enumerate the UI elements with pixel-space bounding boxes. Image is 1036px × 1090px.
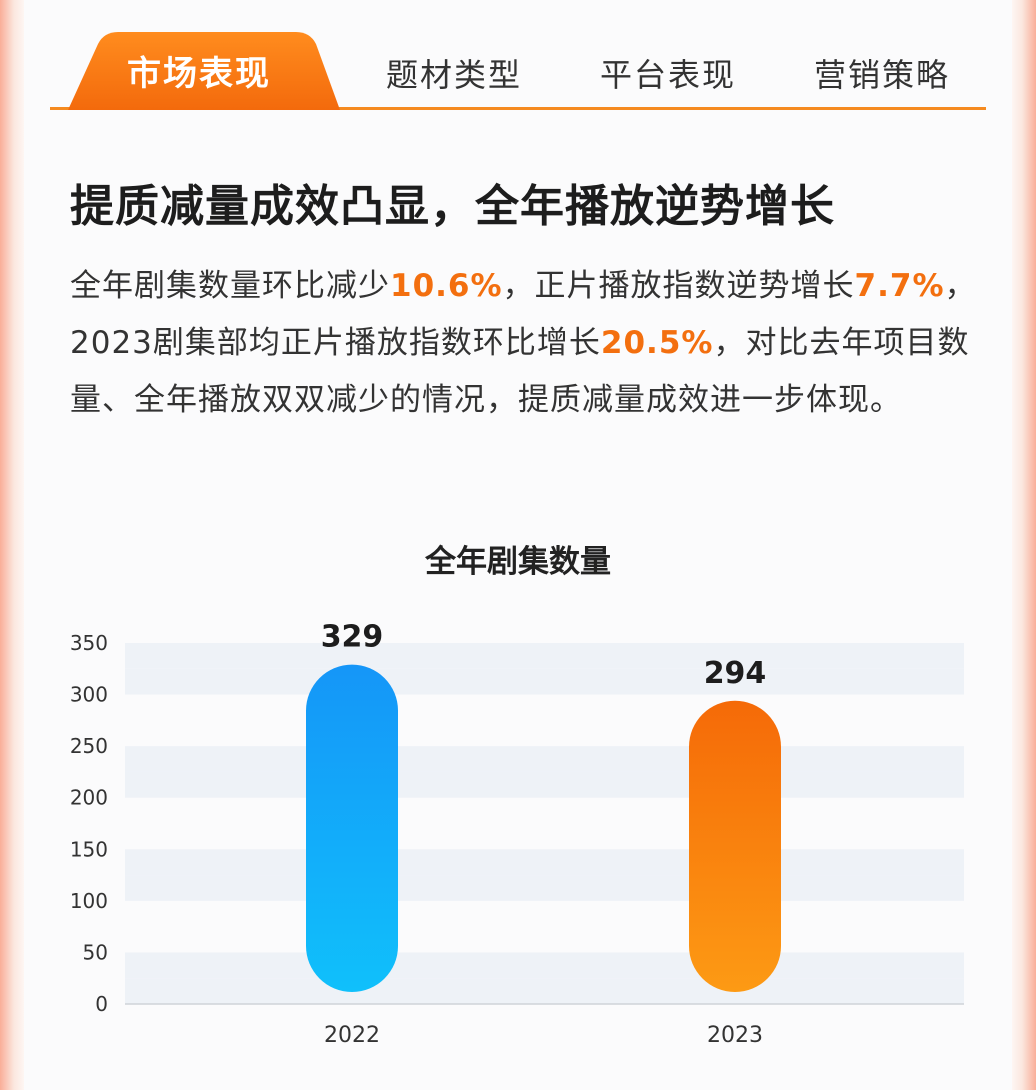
bar-2022 — [306, 664, 398, 992]
y-tick-label: 0 — [95, 992, 108, 1016]
tab-genre-type[interactable]: 题材类型 — [386, 56, 523, 94]
y-tick-label: 150 — [70, 837, 108, 861]
tab-platform-performance[interactable]: 平台表现 — [600, 56, 737, 94]
page-title: 提质减量成效凸显，全年播放逆势增长 — [70, 181, 835, 232]
content-card — [24, 0, 1012, 1090]
x-tick-label: 2023 — [707, 1023, 763, 1048]
y-tick-label: 350 — [70, 631, 108, 655]
y-tick-label: 250 — [70, 734, 108, 758]
summary-text-1: 全年剧集数量环比减少 — [70, 268, 390, 304]
bar-chart: 0 50 100 150 200 250 300 350 329 2022 294 2023 — [70, 620, 964, 1048]
highlight-growth: 7.7% — [854, 268, 945, 304]
data-label-2022: 329 — [321, 620, 384, 655]
grid-band — [125, 875, 964, 901]
highlight-avg-growth: 20.5% — [600, 325, 714, 361]
grid-band — [125, 952, 964, 979]
y-tick-label: 100 — [70, 889, 108, 913]
grid-band — [125, 746, 964, 772]
highlight-decrease: 10.6% — [390, 268, 503, 304]
summary-text-3: ，2023剧集部均正片播放指数环比增长 — [70, 268, 977, 361]
tab-label: 市场表现 — [127, 54, 271, 94]
tab-bar: 市场表现 题材类型 平台表现 营销策略 — [50, 24, 986, 110]
x-tick-label: 2022 — [324, 1023, 380, 1048]
summary-paragraph: 全年剧集数量环比减少10.6%，正片播放指数逆势增长7.7%，2023剧集部均正… — [70, 258, 980, 429]
data-label-2023: 294 — [704, 656, 767, 691]
chart-title: 全年剧集数量 — [425, 544, 611, 580]
grid-band — [125, 643, 964, 669]
tab-underline — [50, 107, 986, 110]
bar-2023 — [689, 700, 781, 992]
tab-marketing-strategy[interactable]: 营销策略 — [814, 56, 951, 94]
grid-band — [125, 849, 964, 876]
y-tick-label: 50 — [83, 940, 108, 964]
summary-text-4: ，对比去年项目数量、全年播放双双减少的情况，提质减量成效进一步体现。 — [70, 325, 970, 418]
grid-band — [125, 978, 964, 1004]
tab-market-performance[interactable]: 市场表现 — [68, 30, 340, 110]
grid-band — [125, 771, 964, 798]
y-tick-label: 300 — [70, 683, 108, 707]
summary-text-2: ，正片播放指数逆势增长 — [502, 268, 855, 304]
y-tick-label: 200 — [70, 786, 108, 810]
grid-band — [125, 668, 964, 695]
